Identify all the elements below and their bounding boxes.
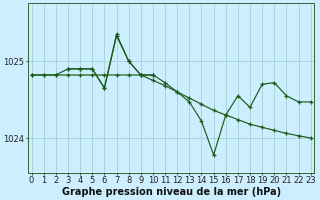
- X-axis label: Graphe pression niveau de la mer (hPa): Graphe pression niveau de la mer (hPa): [61, 187, 281, 197]
